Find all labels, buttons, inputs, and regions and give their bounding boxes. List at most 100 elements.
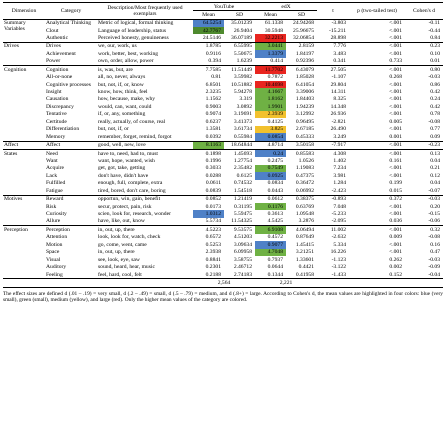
category-cell: Curiosity (46, 211, 67, 218)
youtube-sd: 2.46712 (233, 264, 252, 271)
table-row: Feeling feel, hard, cool, felt 0.2188 2.741… (3, 271, 443, 279)
d-cell: 0.24 (430, 96, 441, 103)
edx-mean: 0.3613 (267, 211, 283, 218)
p-cell: <.001 (349, 225, 406, 234)
p-cell: <.001 (389, 89, 403, 96)
t-cell: -5.233 (331, 211, 347, 218)
t-cell: 5.334 (333, 241, 347, 248)
t-cell: 4.308 (317, 148, 350, 158)
youtube-mean: 0.0611 (205, 180, 221, 187)
edx-sd: 0.87649 (295, 234, 315, 241)
t-cell: -1.433 (331, 271, 347, 278)
edx-sd: 1.0526 (298, 157, 315, 164)
edx-sd: 2.67185 (295, 126, 315, 133)
d-cell: 0.42 (430, 103, 441, 110)
edx-sd: 6.43079 (286, 65, 318, 74)
d-cell: -0.03 (428, 256, 441, 263)
description-cell: look, look for, watch, check (98, 234, 161, 241)
t-cell: 1.284 (333, 180, 347, 187)
category-cell: Need (45, 148, 97, 158)
edx-sd: 1.94239 (295, 103, 315, 110)
description-cell: own, order, allow, power (98, 58, 154, 65)
t-cell: -2.632 (331, 234, 347, 241)
youtube-sd: 0.31195 (234, 203, 252, 210)
p-cell: <.001 (389, 249, 403, 256)
edx-mean: 0.0443 (267, 187, 283, 194)
table-row: Achievement work, better, best, working 0.… (3, 50, 443, 58)
edx-mean: 10.4698 (255, 81, 286, 89)
description-cell: would, can, want, could (98, 103, 152, 110)
edx-mean: 0.0925 (255, 172, 286, 180)
category-cell: Feeling (46, 271, 63, 278)
category-cell: Achievement (46, 50, 76, 57)
header-cell: Mean (193, 10, 224, 20)
youtube-mean: 2.3938 (205, 249, 221, 256)
youtube-sd: 3.19691 (233, 111, 252, 118)
youtube-mean: 1.8785 (193, 41, 224, 51)
edx-mean: 0.4125 (267, 118, 283, 125)
table-wrapper: Dimension Category Description/Most freq… (3, 1, 444, 304)
table-head: Dimension Category Description/Most freq… (3, 1, 444, 20)
youtube-sd: 11.51449 (224, 65, 255, 74)
d-cell: -0.08 (428, 118, 441, 125)
header-cell: Description/Most frequently used exempla… (97, 2, 193, 19)
t-cell: -2.423 (331, 187, 347, 194)
n-row: 2,564 2,221 (3, 278, 444, 288)
table-row: Drives Drives we, our, work, us 1.8785 6.559… (3, 41, 444, 66)
edx-sd: 2.8159 (286, 41, 318, 51)
edx-mean: 0.1344 (267, 271, 283, 278)
d-cell: -0.44 (428, 27, 441, 34)
p-cell: 0.036 (389, 218, 403, 225)
d-cell: 0.77 (430, 126, 441, 133)
youtube-mean: 5.5734 (205, 218, 221, 225)
description-cell: don't have, didn't have (98, 172, 149, 179)
edx-sd: 0.92396 (295, 58, 315, 65)
youtube-sd: 5.59475 (233, 211, 252, 218)
p-cell: 0.009 (389, 234, 403, 241)
category-cell: Lack (46, 172, 58, 179)
youtube-sd: 11.54325 (231, 218, 252, 225)
description-cell: we, our, work, us (97, 41, 193, 51)
edx-mean: 4.8714 (255, 140, 286, 150)
category-cell: Perception (45, 225, 97, 234)
edx-mean: 0.7937 (267, 256, 283, 263)
t-cell: 16.226 (330, 249, 347, 256)
p-cell: <.001 (389, 165, 403, 172)
d-cell: 0.01 (430, 58, 441, 65)
youtube-mean: 6.8501 (205, 81, 221, 88)
d-cell: -0.03 (428, 74, 441, 81)
description-cell: Metric of logical, formal thinking (97, 18, 193, 27)
edx-sd: 32.06854 (293, 34, 315, 41)
youtube-mean: 42.7767 (193, 26, 224, 35)
d-cell: 0.86 (430, 81, 441, 88)
dimension-cell: Drives (3, 41, 45, 66)
t-cell: -3.803 (317, 18, 350, 27)
table-row: Differentiation but, not, if, or 1.3581 3.6… (3, 125, 443, 134)
youtube-sd: 5.94278 (233, 89, 252, 96)
t-cell: 0.341 (333, 58, 347, 65)
p-cell: 0.015 (389, 187, 403, 194)
dimension-cell: Affect (3, 140, 45, 150)
description-cell: is, was, but, are (97, 65, 193, 74)
edx-sd: 0.85583 (286, 148, 318, 158)
table-row: Lack don't have, didn't have 0.0288 0.6125 0… (3, 172, 443, 180)
table-row: Cognitive processes but, not, if, or, kno… (3, 81, 443, 89)
youtube-mean: 0.5253 (205, 241, 221, 248)
n-edx: 2,221 (255, 278, 318, 288)
category-cell: Attention (46, 234, 68, 241)
p-cell: 0.005 (389, 118, 403, 125)
youtube-mean: 0.2188 (205, 271, 221, 278)
edx-mean: 0.2475 (267, 157, 283, 164)
youtube-mean: 0.1996 (205, 157, 221, 164)
d-cell: 0.32 (405, 225, 444, 234)
edx-sd: 3.21251 (295, 249, 315, 256)
p-cell: <.001 (389, 211, 403, 218)
youtube-sd: 26.9404 (233, 27, 252, 34)
table-row: Motives Reward opportun, win, gain, benefi… (3, 194, 444, 226)
description-cell: enough, full, complete, extra (98, 180, 163, 187)
description-cell: in, out, up, there (98, 249, 135, 256)
p-cell: <.001 (389, 203, 403, 210)
edx-sd: 1.33601 (295, 256, 315, 263)
category-cell: Power (46, 58, 61, 65)
d-cell: 0.23 (405, 41, 444, 51)
